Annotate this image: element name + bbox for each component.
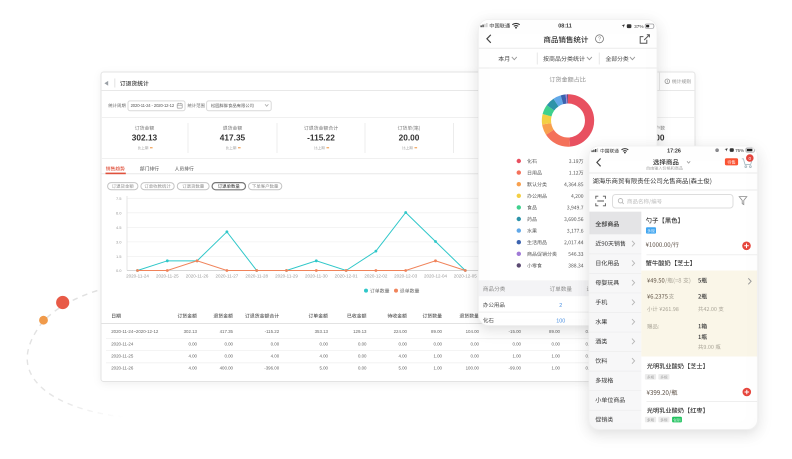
svg-text:2020-11-30: 2020-11-30 — [305, 274, 328, 279]
svg-text:2020-11-28: 2020-11-28 — [245, 274, 268, 279]
svg-text:3.0: 3.0 — [116, 239, 122, 244]
svg-text:0.00: 0.00 — [470, 354, 479, 359]
svg-text:2020-12-04: 2020-12-04 — [424, 274, 448, 279]
svg-text:4.00: 4.00 — [398, 354, 407, 359]
svg-text:4.5: 4.5 — [116, 225, 122, 230]
svg-text:0.00: 0.00 — [551, 341, 560, 346]
svg-text:?: ? — [598, 37, 601, 43]
svg-text:1.00: 1.00 — [433, 366, 442, 371]
svg-text:-15.00: -15.00 — [509, 329, 522, 334]
svg-text:104.00: 104.00 — [466, 329, 480, 334]
svg-text:100.00: 100.00 — [466, 366, 480, 371]
svg-text:37%: 37% — [634, 24, 643, 29]
svg-text:129.13: 129.13 — [353, 329, 367, 334]
svg-text:2020-11-27: 2020-11-27 — [216, 274, 239, 279]
svg-text:0.00: 0.00 — [224, 341, 233, 346]
svg-text:4.00: 4.00 — [271, 354, 280, 359]
svg-text:7.5: 7.5 — [116, 196, 122, 201]
svg-text:0.00: 0.00 — [358, 341, 367, 346]
svg-text:0.00: 0.00 — [358, 354, 367, 359]
svg-text:302.13: 302.13 — [132, 133, 158, 143]
svg-text:0.00: 0.00 — [470, 341, 479, 346]
svg-text:1.00: 1.00 — [433, 354, 442, 359]
svg-text:-115.22: -115.22 — [307, 133, 335, 143]
svg-text:2020-12-02: 2020-12-02 — [364, 274, 388, 279]
svg-text:2020-11-26: 2020-11-26 — [186, 274, 209, 279]
svg-text:08:11: 08:11 — [558, 24, 572, 30]
svg-text:0.00: 0.00 — [358, 366, 367, 371]
svg-text:0.00: 0.00 — [433, 341, 442, 346]
svg-text:4.00: 4.00 — [188, 354, 197, 359]
svg-text:0: 0 — [749, 156, 752, 161]
svg-text:5.00: 5.00 — [319, 366, 328, 371]
svg-text:20.00: 20.00 — [399, 133, 420, 143]
svg-text:2020-11-24 - 2020-12-12: 2020-11-24 - 2020-12-12 — [131, 103, 175, 108]
svg-text:1.00: 1.00 — [551, 366, 560, 371]
svg-text:2020-11-26: 2020-11-26 — [111, 366, 134, 371]
svg-text:2: 2 — [559, 303, 562, 309]
svg-text:0.00: 0.00 — [271, 341, 280, 346]
svg-text:4.00: 4.00 — [188, 366, 197, 371]
svg-text:0.00: 0.00 — [512, 341, 521, 346]
svg-text:1.00: 1.00 — [512, 354, 521, 359]
svg-text:5.00: 5.00 — [398, 366, 407, 371]
svg-text:0.0: 0.0 — [116, 268, 122, 273]
svg-text:302.13: 302.13 — [184, 329, 198, 334]
svg-text:400.00: 400.00 — [220, 366, 234, 371]
svg-text:1.5: 1.5 — [116, 254, 122, 259]
svg-text:0.00: 0.00 — [224, 354, 233, 359]
svg-text:2020-11-24~2020-12-12: 2020-11-24~2020-12-12 — [111, 329, 159, 334]
svg-text:353.13: 353.13 — [315, 329, 329, 334]
svg-text:2020-12-05: 2020-12-05 — [454, 274, 478, 279]
svg-text:76%: 76% — [735, 148, 744, 153]
svg-text:1.00: 1.00 — [551, 354, 560, 359]
svg-text:2020-11-24: 2020-11-24 — [111, 341, 134, 346]
svg-text:-99.00: -99.00 — [509, 366, 522, 371]
svg-text:100: 100 — [556, 318, 565, 324]
svg-text:2020-11-29: 2020-11-29 — [275, 274, 298, 279]
svg-text:-396.00: -396.00 — [264, 366, 279, 371]
svg-text:2020-12-01: 2020-12-01 — [335, 274, 359, 279]
svg-text:2020-11-25: 2020-11-25 — [156, 274, 179, 279]
svg-text:2020-12-03: 2020-12-03 — [394, 274, 418, 279]
svg-text:2020-11-24: 2020-11-24 — [126, 274, 149, 279]
svg-text:417.35: 417.35 — [220, 133, 246, 143]
svg-text:-115.22: -115.22 — [265, 329, 280, 334]
svg-text:0.00: 0.00 — [188, 341, 197, 346]
svg-text:17:26: 17:26 — [667, 149, 681, 155]
svg-text:2020-11-25: 2020-11-25 — [111, 354, 134, 359]
svg-text:4.00: 4.00 — [319, 354, 328, 359]
svg-text:89.00: 89.00 — [431, 329, 443, 334]
svg-text:0.00: 0.00 — [398, 341, 407, 346]
svg-text:0.00: 0.00 — [319, 341, 328, 346]
svg-text:224.00: 224.00 — [394, 329, 408, 334]
svg-text:417.35: 417.35 — [220, 329, 234, 334]
svg-text:89.00: 89.00 — [549, 329, 561, 334]
svg-text:6.0: 6.0 — [116, 210, 122, 215]
